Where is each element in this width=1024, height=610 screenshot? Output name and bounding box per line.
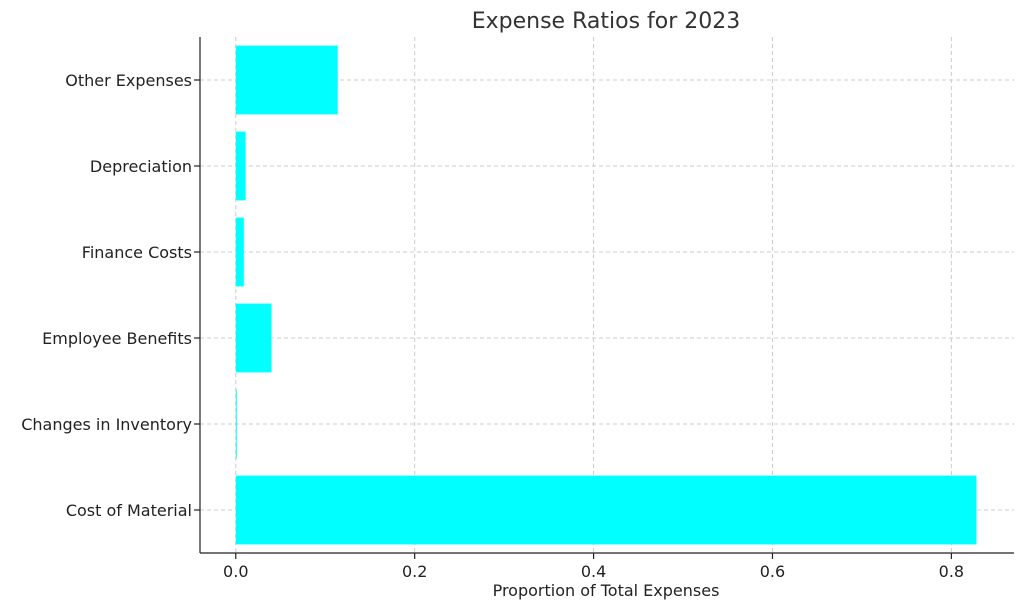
x-tick-label: 0.8	[939, 562, 964, 581]
chart-title: Expense Ratios for 2023	[472, 9, 741, 34]
y-tick-label: Employee Benefits	[42, 329, 192, 348]
grid-lines	[200, 37, 1014, 553]
axes	[194, 37, 1014, 559]
x-tick-label: 0.0	[223, 562, 248, 581]
x-tick-label: 0.2	[402, 562, 427, 581]
x-axis-label: Proportion of Total Expenses	[493, 581, 720, 600]
x-tick-label: 0.4	[581, 562, 606, 581]
bar-changes-in-inventory	[235, 389, 237, 459]
y-tick-label: Depreciation	[90, 157, 192, 176]
x-tick-label: 0.6	[760, 562, 785, 581]
y-tick-label: Cost of Material	[66, 501, 192, 520]
bar-other-expenses	[235, 45, 338, 115]
bar-cost-of-material	[235, 475, 977, 545]
bar-depreciation	[235, 131, 246, 201]
y-tick-label: Other Expenses	[65, 71, 192, 90]
bars	[235, 45, 977, 545]
tick-labels: 0.0 0.2 0.4 0.6 0.8 Cost of Material Changes i…	[21, 71, 964, 581]
y-tick-label: Changes in Inventory	[21, 415, 192, 434]
y-tick-label: Finance Costs	[82, 243, 192, 262]
bar-finance-costs	[235, 217, 244, 287]
bar-employee-benefits	[235, 303, 272, 373]
